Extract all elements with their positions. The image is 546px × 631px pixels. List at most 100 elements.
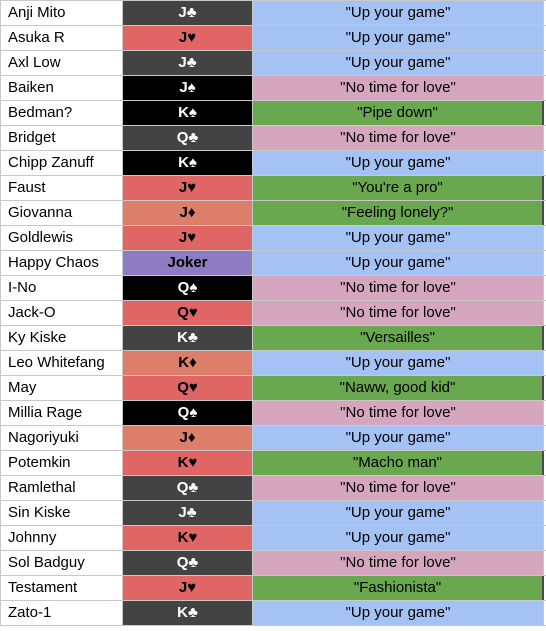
- character-name-cell[interactable]: Happy Chaos: [0, 251, 123, 275]
- table-row: Ramlethal Q♣ "No time for love": [0, 476, 546, 501]
- card-cell[interactable]: J♣: [123, 51, 253, 75]
- quote-cell[interactable]: "No time for love": [253, 126, 544, 150]
- card-cell[interactable]: K♥: [123, 451, 253, 475]
- character-name-cell[interactable]: Sin Kiske: [0, 501, 123, 525]
- quote-cell[interactable]: "No time for love": [253, 401, 544, 425]
- card-cell[interactable]: Q♥: [123, 376, 253, 400]
- character-name-cell[interactable]: Testament: [0, 576, 123, 600]
- table-row: Baiken J♠ "No time for love": [0, 76, 546, 101]
- quote-cell[interactable]: "You're a pro": [253, 176, 544, 200]
- card-cell[interactable]: J♣: [123, 501, 253, 525]
- quote-cell[interactable]: "Fashionista": [253, 576, 544, 600]
- table-row: Asuka R J♥ "Up your game": [0, 26, 546, 51]
- card-cell[interactable]: Q♣: [123, 126, 253, 150]
- quote-cell[interactable]: "Up your game": [253, 26, 544, 50]
- table-row: Johnny K♥ "Up your game": [0, 526, 546, 551]
- character-name-cell[interactable]: I-No: [0, 276, 123, 300]
- character-name-cell[interactable]: Baiken: [0, 76, 123, 100]
- table-row: Testament J♥ "Fashionista": [0, 576, 546, 601]
- character-name-cell[interactable]: May: [0, 376, 123, 400]
- character-name-cell[interactable]: Chipp Zanuff: [0, 151, 123, 175]
- table-row: Axl Low J♣ "Up your game": [0, 51, 546, 76]
- card-cell[interactable]: K♥: [123, 526, 253, 550]
- table-row: Faust J♥ "You're a pro": [0, 176, 546, 201]
- character-name-cell[interactable]: Bridget: [0, 126, 123, 150]
- character-name-cell[interactable]: Goldlewis: [0, 226, 123, 250]
- character-name-cell[interactable]: Johnny: [0, 526, 123, 550]
- table-row: Potemkin K♥ "Macho man": [0, 451, 546, 476]
- character-name-cell[interactable]: Millia Rage: [0, 401, 123, 425]
- character-name-cell[interactable]: Giovanna: [0, 201, 123, 225]
- quote-cell[interactable]: "Up your game": [253, 226, 544, 250]
- character-name-cell[interactable]: Sol Badguy: [0, 551, 123, 575]
- card-cell[interactable]: K♠: [123, 151, 253, 175]
- card-cell[interactable]: Q♣: [123, 476, 253, 500]
- quote-cell[interactable]: "Up your game": [253, 51, 544, 75]
- card-cell[interactable]: J♠: [123, 76, 253, 100]
- quote-cell[interactable]: "Macho man": [253, 451, 544, 475]
- card-cell[interactable]: K♣: [123, 326, 253, 350]
- table-row: I-No Q♠ "No time for love": [0, 276, 546, 301]
- character-name-cell[interactable]: Potemkin: [0, 451, 123, 475]
- table-row: Nagoriyuki J♦ "Up your game": [0, 426, 546, 451]
- table-row: Sol Badguy Q♣ "No time for love": [0, 551, 546, 576]
- card-cell[interactable]: J♥: [123, 176, 253, 200]
- character-name-cell[interactable]: Ky Kiske: [0, 326, 123, 350]
- quote-cell[interactable]: "Up your game": [253, 601, 544, 625]
- character-name-cell[interactable]: Leo Whitefang: [0, 351, 123, 375]
- table-row: Bedman? K♠ "Pipe down": [0, 101, 546, 126]
- table-row: May Q♥ "Naww, good kid": [0, 376, 546, 401]
- quote-cell[interactable]: "Pipe down": [253, 101, 544, 125]
- table-row: Millia Rage Q♠ "No time for love": [0, 401, 546, 426]
- card-cell[interactable]: J♥: [123, 26, 253, 50]
- character-name-cell[interactable]: Anji Mito: [0, 1, 123, 25]
- character-name-cell[interactable]: Ramlethal: [0, 476, 123, 500]
- card-cell[interactable]: J♣: [123, 1, 253, 25]
- card-cell[interactable]: K♠: [123, 101, 253, 125]
- card-cell[interactable]: Q♠: [123, 401, 253, 425]
- table-row: Anji Mito J♣ "Up your game": [0, 1, 546, 26]
- quote-cell[interactable]: "Up your game": [253, 526, 544, 550]
- card-cell[interactable]: J♦: [123, 426, 253, 450]
- quote-cell[interactable]: "Up your game": [253, 1, 544, 25]
- character-name-cell[interactable]: Asuka R: [0, 26, 123, 50]
- table-row: Bridget Q♣ "No time for love": [0, 126, 546, 151]
- card-cell[interactable]: Q♣: [123, 551, 253, 575]
- card-cell[interactable]: Q♠: [123, 276, 253, 300]
- table-row: Ky Kiske K♣ "Versailles": [0, 326, 546, 351]
- quote-cell[interactable]: "No time for love": [253, 301, 544, 325]
- character-name-cell[interactable]: Jack-O: [0, 301, 123, 325]
- quote-cell[interactable]: "No time for love": [253, 551, 544, 575]
- character-name-cell[interactable]: Axl Low: [0, 51, 123, 75]
- quote-cell[interactable]: "No time for love": [253, 76, 544, 100]
- card-cell[interactable]: K♦: [123, 351, 253, 375]
- table-row: Leo Whitefang K♦ "Up your game": [0, 351, 546, 376]
- card-cell[interactable]: J♦: [123, 201, 253, 225]
- quote-cell[interactable]: "Versailles": [253, 326, 544, 350]
- character-name-cell[interactable]: Faust: [0, 176, 123, 200]
- quote-cell[interactable]: "No time for love": [253, 476, 544, 500]
- character-name-cell[interactable]: Nagoriyuki: [0, 426, 123, 450]
- character-name-cell[interactable]: Zato-1: [0, 601, 123, 625]
- card-cell[interactable]: K♣: [123, 601, 253, 625]
- table-row: Happy Chaos Joker "Up your game": [0, 251, 546, 276]
- quote-cell[interactable]: "Up your game": [253, 351, 544, 375]
- quote-cell[interactable]: "Up your game": [253, 151, 544, 175]
- quote-cell[interactable]: "Naww, good kid": [253, 376, 544, 400]
- table-row: Jack-O Q♥ "No time for love": [0, 301, 546, 326]
- quote-cell[interactable]: "Feeling lonely?": [253, 201, 544, 225]
- table-row: Chipp Zanuff K♠ "Up your game": [0, 151, 546, 176]
- quote-cell[interactable]: "No time for love": [253, 276, 544, 300]
- card-cell[interactable]: Joker: [123, 251, 253, 275]
- quote-cell[interactable]: "Up your game": [253, 501, 544, 525]
- table-row: Goldlewis J♥ "Up your game": [0, 226, 546, 251]
- character-name-cell[interactable]: Bedman?: [0, 101, 123, 125]
- card-cell[interactable]: J♥: [123, 576, 253, 600]
- table-row: Sin Kiske J♣ "Up your game": [0, 501, 546, 526]
- quote-cell[interactable]: "Up your game": [253, 251, 544, 275]
- card-cell[interactable]: Q♥: [123, 301, 253, 325]
- table-row: Zato-1 K♣ "Up your game": [0, 601, 546, 626]
- card-cell[interactable]: J♥: [123, 226, 253, 250]
- quote-cell[interactable]: "Up your game": [253, 426, 544, 450]
